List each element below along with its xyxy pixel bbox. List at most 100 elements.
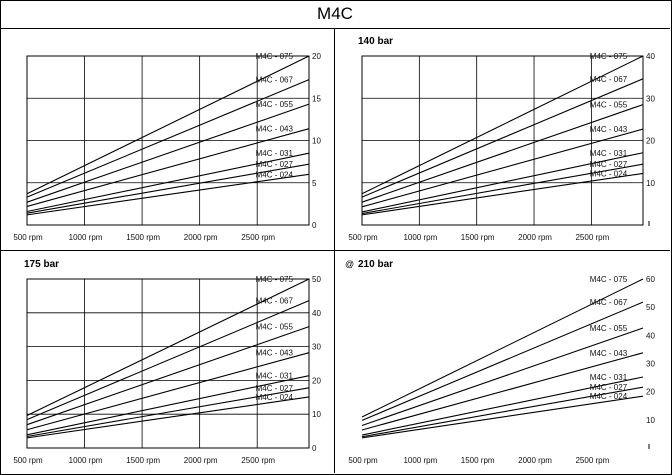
chart2-series-line-3 — [361, 128, 644, 208]
chart4-y-tick-label: 50 — [646, 303, 655, 312]
chart4-series-line-2 — [361, 327, 644, 426]
chart3-series-label-0: M4C - 075 — [256, 275, 294, 284]
chart4-series-line-3 — [361, 352, 644, 431]
chart3-x-tick-label: 1000 rpm — [69, 456, 103, 465]
chart4-series-line-1 — [361, 301, 644, 421]
chart4-y-tick-label: 40 — [646, 331, 655, 340]
chart1-y-tick-label: 15 — [312, 94, 321, 103]
chart3-series-label-2: M4C - 055 — [256, 323, 294, 332]
main-title: M4C — [317, 4, 353, 23]
chart4-series-label-6: M4C - 024 — [590, 392, 628, 401]
chart1-x-tick-label: 500 rpm — [13, 233, 43, 242]
chart1-series-label-0: M4C - 075 — [256, 52, 294, 61]
chart1-series-label-6: M4C - 024 — [256, 170, 294, 179]
chart1-series-line-1 — [26, 79, 310, 198]
chart3-x-tick-label: 2000 rpm — [184, 456, 218, 465]
chart4-x-tick-label: 1000 rpm — [403, 456, 437, 465]
chart2-series-label-3: M4C - 043 — [590, 125, 628, 134]
chart1-x-tick-label: 2000 rpm — [184, 233, 218, 242]
chart4-series-label-3: M4C - 043 — [590, 349, 628, 358]
chart3-x-tick-label: 500 rpm — [13, 456, 43, 465]
chart2-series-line-5 — [361, 163, 644, 215]
chart4-title: 210 bar — [358, 259, 393, 270]
title-bar: M4C — [0, 0, 670, 29]
chart4-y-tick-label: 60 — [646, 275, 655, 284]
chart3-y-tick-label: 50 — [312, 275, 321, 284]
chart2-series-line-6 — [361, 172, 644, 216]
chart2-y-tick-label: 40 — [646, 52, 655, 61]
vertical-divider — [334, 29, 335, 473]
chart1-y-tick-label: 10 — [312, 137, 321, 146]
chart1-y-tick-label: 0 — [312, 221, 317, 230]
chart3-y-tick-label: 30 — [312, 343, 321, 352]
chart2-x-tick-label: 2000 rpm — [518, 233, 552, 242]
chart4-x-tick-label: 500 rpm — [348, 456, 378, 465]
chart1-series-label-4: M4C - 031 — [256, 149, 294, 158]
chart2-title: 140 bar — [358, 36, 393, 47]
chart3-series-line-0 — [26, 278, 310, 417]
chart4-x-tick-label: 2500 rpm — [575, 456, 609, 465]
chart4-y-tick-label: 10 — [646, 416, 655, 425]
chart1-series-line-4 — [26, 152, 310, 213]
chart1-series-line-0 — [26, 55, 310, 195]
chart2-x-tick-label: 1500 rpm — [461, 233, 495, 242]
chart3-series-label-1: M4C - 067 — [256, 297, 294, 306]
chart2-y-tick-label: 10 — [646, 179, 655, 188]
chart1-series-label-5: M4C - 027 — [256, 160, 294, 169]
chart2-series-label-1: M4C - 067 — [590, 75, 628, 84]
chart2-series-line-2 — [361, 104, 644, 203]
chart2-x-tick-label: 500 rpm — [348, 233, 378, 242]
chart4-series-line-5 — [361, 386, 644, 438]
chart2-series-label-4: M4C - 031 — [590, 149, 628, 158]
chart4-title-prefix: @ — [345, 259, 354, 269]
chart2-y-tick-label: 20 — [646, 137, 655, 146]
chart1-series-line-2 — [26, 103, 310, 203]
chart4-series-line-4 — [361, 376, 644, 436]
chart2-series-label-2: M4C - 055 — [590, 101, 628, 110]
chart3-series-label-4: M4C - 031 — [256, 372, 294, 381]
chart3-y-tick-label: 0 — [312, 444, 317, 453]
chart3-x-tick-label: 1500 rpm — [126, 456, 160, 465]
chart3-series-line-3 — [26, 352, 310, 431]
chart1-x-tick-label: 2500 rpm — [241, 233, 275, 242]
horizontal-divider — [0, 250, 670, 251]
chart2-series-label-5: M4C - 027 — [590, 160, 628, 169]
chart4-series-label-4: M4C - 031 — [590, 373, 628, 382]
chart3-series-line-2 — [26, 326, 310, 426]
chart3-series-line-6 — [26, 396, 310, 439]
chart2-x-tick-label: 1000 rpm — [403, 233, 437, 242]
chart4-series-line-0 — [361, 278, 644, 418]
chart3-y-tick-label: 20 — [312, 376, 321, 385]
chart1-series-line-6 — [26, 173, 310, 216]
chart3-series-line-5 — [26, 387, 310, 438]
chart3-series-line-1 — [26, 300, 310, 421]
chart4-x-tick-label: 2000 rpm — [518, 456, 552, 465]
chart1-series-label-1: M4C - 067 — [256, 76, 294, 85]
chart4-series-line-6 — [361, 395, 644, 439]
chart3-series-label-5: M4C - 027 — [256, 384, 294, 393]
chart1-x-tick-label: 1500 rpm — [126, 233, 160, 242]
chart1-series-label-3: M4C - 043 — [256, 125, 294, 134]
chart3-y-tick-label: 10 — [312, 410, 321, 419]
chart3-series-label-3: M4C - 043 — [256, 349, 294, 358]
chart3-y-tick-label: 40 — [312, 309, 321, 318]
chart4-y-tick-label: 20 — [646, 388, 655, 397]
chart4-y-tick-label: 30 — [646, 360, 655, 369]
chart4-x-tick-label: 1500 rpm — [461, 456, 495, 465]
chart4-series-label-2: M4C - 055 — [590, 324, 628, 333]
chart3-title: 175 bar — [24, 259, 59, 270]
chart3-series-line-4 — [26, 375, 310, 436]
chart4-series-label-5: M4C - 027 — [590, 383, 628, 392]
chart2-x-tick-label: 2500 rpm — [575, 233, 609, 242]
chart1-y-tick-label: 20 — [312, 52, 321, 61]
chart4-series-label-1: M4C - 067 — [590, 298, 628, 307]
chart2-series-line-4 — [361, 152, 644, 213]
chart3-plot-border — [26, 278, 310, 449]
chart3-x-tick-label: 2500 rpm — [241, 456, 275, 465]
chart1-series-line-3 — [26, 128, 310, 207]
chart2-y-tick-label: 30 — [646, 94, 655, 103]
chart3-series-label-6: M4C - 024 — [256, 393, 294, 402]
chart2-series-label-6: M4C - 024 — [590, 169, 628, 178]
chart1-x-tick-label: 1000 rpm — [69, 233, 103, 242]
